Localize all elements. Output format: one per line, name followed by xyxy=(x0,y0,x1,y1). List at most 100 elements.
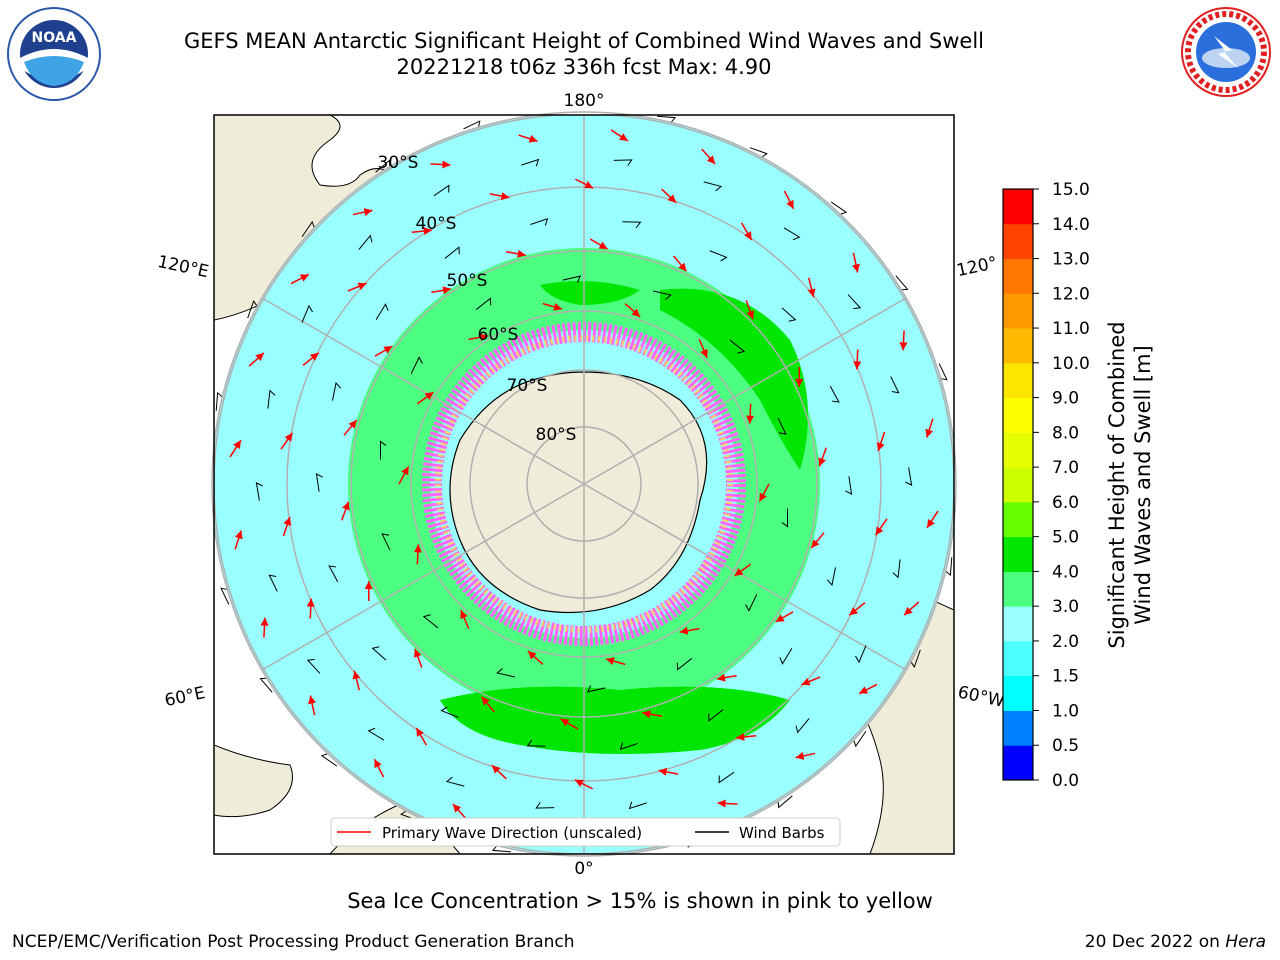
date-stamp: 20 Dec 2022 on Hera xyxy=(1085,932,1266,952)
lon-label-lower-left: 60°E xyxy=(163,683,207,711)
lon-label-upper-right: 120° xyxy=(955,253,999,281)
wave-arrow-head xyxy=(299,274,309,282)
wave-arrow-head xyxy=(631,308,641,317)
wind-barb xyxy=(535,802,555,809)
lon-label-lower-right: 60°W xyxy=(956,682,1006,711)
wave-arrow-head xyxy=(744,231,752,241)
wave-arrow-head xyxy=(811,539,820,548)
wind-barb xyxy=(619,742,638,751)
nws-logo xyxy=(1181,7,1271,97)
wave-arrow-head xyxy=(574,779,584,787)
wind-barb xyxy=(255,482,263,501)
antarctica-land xyxy=(449,371,708,614)
colorbar-segment xyxy=(1003,397,1033,433)
wind-barbs xyxy=(215,115,953,853)
wave-arrow-head xyxy=(363,208,373,216)
colorbar-segment xyxy=(1003,258,1033,294)
wind-barb xyxy=(795,718,810,734)
colorbar-tick-label: 14.0 xyxy=(1052,215,1090,235)
colorbar-tick-label: 8.0 xyxy=(1052,423,1079,443)
wind-barb xyxy=(826,567,837,587)
wave-arrow-head xyxy=(746,415,755,424)
wind-barb xyxy=(729,339,746,354)
wave-arrow-head xyxy=(852,263,860,273)
wind-barb xyxy=(905,467,913,486)
colorbar-segment xyxy=(1003,710,1033,746)
lon-label-upper-left: 120°E xyxy=(156,252,211,282)
wave-arrow-head xyxy=(795,378,804,387)
wave-arrow-head xyxy=(517,249,526,258)
wave-arrow-head xyxy=(642,710,651,719)
wind-barb xyxy=(367,727,385,741)
chart-subtitle: 20221218 t06z 336h fcst Max: 4.90 xyxy=(396,55,772,79)
colorbar-tick-label: 5.0 xyxy=(1052,528,1079,548)
colorbar-segment xyxy=(1003,362,1033,399)
wave-arrow-head xyxy=(560,718,570,727)
wind-barb xyxy=(215,391,224,411)
colorbar-tick-label: 0.0 xyxy=(1052,771,1079,791)
wind-barb xyxy=(301,304,314,323)
wind-barb xyxy=(320,752,338,767)
wind-barb xyxy=(410,356,423,374)
wave-arrow-head xyxy=(618,133,628,141)
wave-arrow-head xyxy=(904,606,913,616)
wind-barb xyxy=(301,220,316,238)
colorbar-tick-label: 0.5 xyxy=(1052,736,1079,756)
wave-arrow-head xyxy=(423,227,432,235)
wind-barb xyxy=(496,667,515,678)
wind-barb xyxy=(463,120,481,130)
lat-label-40s: 40°S xyxy=(416,214,457,234)
wave-arrow-head xyxy=(500,192,510,201)
colorbar-title-line1: Significant Height of Combined xyxy=(1105,321,1129,649)
wave-arrow-head xyxy=(234,530,243,540)
wave-arrow-head xyxy=(598,241,608,250)
wind-barb xyxy=(379,440,387,460)
wave-arrow-head xyxy=(416,727,424,737)
wind-barb xyxy=(491,844,511,853)
map-boundary-circle xyxy=(211,111,957,857)
wave-arrow-head xyxy=(283,517,292,526)
wind-barb xyxy=(247,300,259,319)
wind-barb xyxy=(854,645,867,664)
ocean-high-patch-east xyxy=(660,288,808,470)
ocean-mid-band xyxy=(347,248,820,720)
wave-arrow-head xyxy=(927,518,935,528)
wind-barb xyxy=(892,559,901,579)
lon-label-bottom: 0° xyxy=(574,859,593,879)
wave-arrow-head xyxy=(716,673,726,682)
wind-barb xyxy=(259,677,273,693)
wind-barb xyxy=(676,658,693,671)
wind-barb xyxy=(328,565,339,583)
colorbar-segment xyxy=(1003,675,1033,711)
wind-barb xyxy=(829,385,840,403)
colorbar-tick-label: 1.0 xyxy=(1052,701,1079,721)
colorbar-segment xyxy=(1003,223,1033,260)
wave-arrow-head xyxy=(364,581,373,590)
colorbar-segment xyxy=(1003,467,1033,503)
wave-arrow-head xyxy=(413,648,422,658)
wave-arrow-head xyxy=(678,262,687,272)
wind-barb xyxy=(781,508,789,528)
chart-title: GEFS MEAN Antarctic Significant Height o… xyxy=(183,29,985,53)
wind-barb xyxy=(909,649,921,668)
colorbar-tick-label: 6.0 xyxy=(1052,493,1079,513)
colorbar-segment xyxy=(1003,189,1033,225)
lon-label-top: 180° xyxy=(564,91,605,111)
wind-barb xyxy=(381,533,391,551)
wave-arrow-head xyxy=(553,303,563,311)
wave-arrow-head xyxy=(442,286,452,295)
wave-arrow-head xyxy=(775,614,785,622)
colorbar-tick-label: 7.0 xyxy=(1052,458,1079,478)
ocean-high-patch-south xyxy=(440,686,790,754)
wave-arrow-head xyxy=(584,181,594,189)
machine-name: Hera xyxy=(1225,932,1266,952)
wind-barb xyxy=(847,294,862,310)
wave-arrow-head xyxy=(876,442,885,451)
sea-ice-note: Sea Ice Concentration > 15% is shown in … xyxy=(347,889,933,913)
wave-arrow-head xyxy=(309,352,319,361)
colorbar-tick-label: 3.0 xyxy=(1052,597,1079,617)
map-layers xyxy=(214,115,954,854)
wave-arrow-head xyxy=(306,598,315,607)
wind-barb xyxy=(331,381,342,401)
colorbar-segment xyxy=(1003,328,1033,364)
